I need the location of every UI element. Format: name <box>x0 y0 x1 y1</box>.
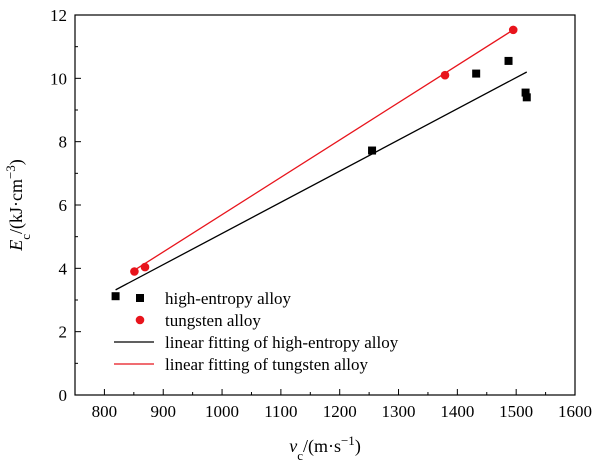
data-point-square <box>111 292 120 301</box>
data-point-square <box>368 146 377 155</box>
y-tick-label: 8 <box>59 133 68 152</box>
x-tick-label: 1200 <box>323 402 357 421</box>
legend-circle-symbol <box>135 315 145 325</box>
y-tick-label: 2 <box>59 323 68 342</box>
data-point-circle <box>140 262 150 272</box>
fit-line <box>115 71 528 291</box>
data-point-square <box>504 56 513 65</box>
y-tick-label: 10 <box>50 69 67 88</box>
y-tick-label: 12 <box>50 6 67 25</box>
axis-ticks: 800 900 1000 1100 1200 1300 1400 1500 1600 0 2 4 6 8 1… <box>50 6 592 421</box>
x-tick-label: 1400 <box>440 402 474 421</box>
data-point-square <box>521 88 530 97</box>
data-markers <box>111 25 531 301</box>
data-point-square <box>522 93 531 102</box>
y-tick-label: 4 <box>59 259 68 278</box>
x-tick-label: 1300 <box>382 402 416 421</box>
x-tick-label: 1600 <box>558 402 592 421</box>
legend-label: linear fitting of high-entropy alloy <box>165 333 399 352</box>
legend: high-entropy alloy tungsten alloy linear f… <box>114 289 399 374</box>
data-point-square <box>472 69 481 78</box>
fit-line <box>134 29 514 271</box>
legend-square-symbol <box>136 294 144 302</box>
data-point-circle <box>440 70 450 80</box>
legend-label: high-entropy alloy <box>165 289 292 308</box>
x-tick-label: 1100 <box>264 402 297 421</box>
legend-label: tungsten alloy <box>165 311 261 330</box>
x-tick-label: 1000 <box>205 402 239 421</box>
legend-label: linear fitting of tungsten alloy <box>165 355 369 374</box>
x-tick-label: 900 <box>150 402 176 421</box>
data-point-circle <box>508 25 518 35</box>
data-point-circle <box>130 267 139 276</box>
fit-lines <box>115 29 528 291</box>
x-axis-title: vc/(m·s−1) <box>289 433 361 462</box>
y-tick-label: 0 <box>59 386 68 405</box>
x-tick-label: 1500 <box>499 402 533 421</box>
y-tick-label: 6 <box>59 196 68 215</box>
y-axis-title: Ec/(kJ·cm−3) <box>3 159 33 252</box>
x-tick-label: 800 <box>92 402 118 421</box>
